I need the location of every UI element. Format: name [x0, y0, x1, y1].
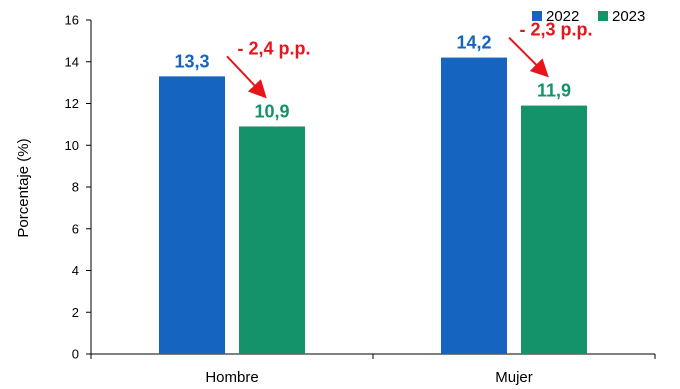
x-axis: Hombre Mujer — [90, 353, 656, 386]
data-label: 14,2 — [456, 33, 491, 53]
data-label: 11,9 — [537, 81, 571, 101]
y-tick-label: 4 — [72, 263, 79, 278]
change-arrow — [508, 36, 549, 78]
bar-2022-Mujer — [441, 57, 507, 354]
y-axis: 0 2 4 6 8 10 12 14 16 — [65, 13, 92, 362]
y-tick-label: 12 — [65, 96, 79, 111]
bar-2023-Mujer — [521, 105, 587, 355]
legend-label: 2023 — [612, 8, 645, 25]
y-axis-label: Porcentaje (%) — [15, 138, 32, 237]
bars — [159, 57, 587, 355]
x-category-label: Mujer — [495, 369, 533, 386]
y-tick-label: 16 — [65, 13, 79, 28]
y-tick-label: 10 — [65, 138, 79, 153]
y-tick-label: 2 — [72, 305, 79, 320]
annotations: - 2,4 p.p. - 2,3 p.p. — [226, 20, 593, 99]
y-tick-label: 6 — [72, 221, 79, 236]
data-label: 10,9 — [254, 101, 289, 121]
change-annotation: - 2,4 p.p. — [237, 38, 310, 58]
x-category-label: Hombre — [205, 369, 258, 386]
bar-2022-Hombre — [159, 76, 225, 355]
legend-swatch-2022 — [532, 11, 542, 21]
legend-label: 2022 — [546, 8, 579, 25]
legend: 2022 2023 — [532, 8, 645, 25]
y-tick-label: 14 — [65, 54, 79, 69]
y-tick-label: 8 — [72, 180, 79, 195]
data-labels: 13,3 10,9 14,2 11,9 — [174, 33, 571, 122]
legend-swatch-2023 — [598, 11, 608, 21]
change-arrow — [226, 55, 267, 99]
bar-2023-Hombre — [239, 126, 305, 355]
change-annotation: - 2,3 p.p. — [519, 20, 592, 40]
data-label: 13,3 — [174, 51, 209, 71]
y-tick-label: 0 — [72, 347, 79, 362]
